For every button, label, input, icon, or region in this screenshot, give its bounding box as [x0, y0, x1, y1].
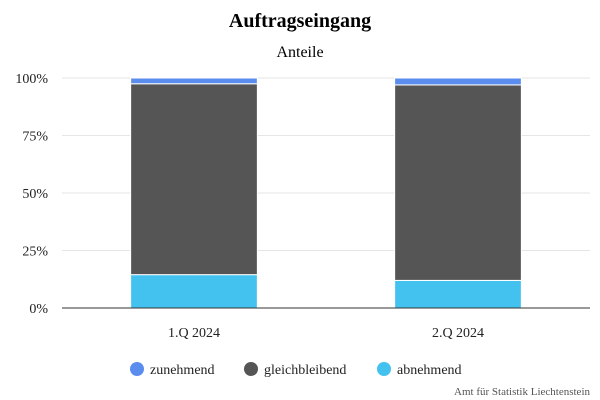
bar-segment-gleichbleibend: [394, 84, 522, 281]
bar-segment-abnehmend: [394, 279, 522, 309]
legend-label: zunehmend: [150, 363, 215, 378]
y-tick-label: 50%: [22, 187, 48, 202]
bar-segment-zunehmend: [130, 77, 258, 85]
legend-label: gleichbleibend: [264, 363, 346, 378]
legend-marker-zunehmend: [130, 362, 144, 376]
y-tick-label: 75%: [22, 130, 48, 145]
chart-title: Auftragseingang: [229, 10, 371, 32]
chart-subtitle: Anteile: [276, 44, 323, 61]
y-tick-label: 25%: [22, 245, 48, 260]
legend-label: abnehmend: [397, 363, 462, 378]
x-tick-label: 2.Q 2024: [432, 326, 484, 341]
bars: [130, 77, 522, 309]
chart-credit: Amt für Statistik Liechtenstein: [454, 386, 590, 398]
legend: zunehmend gleichbleibend abnehmend: [130, 362, 462, 378]
bar-segment-abnehmend: [130, 274, 258, 309]
bar-segment-zunehmend: [394, 77, 522, 86]
x-tick-label: 1.Q 2024: [168, 326, 220, 341]
x-axis-tick-labels: 1.Q 2024 2.Q 2024: [168, 326, 484, 341]
legend-marker-gleichbleibend: [244, 362, 258, 376]
legend-marker-abnehmend: [377, 362, 391, 376]
y-tick-label: 0%: [29, 302, 48, 317]
y-axis-tick-labels: 0% 25% 50% 75% 100%: [15, 72, 48, 317]
y-tick-label: 100%: [15, 72, 48, 87]
bar-segment-gleichbleibend: [130, 83, 258, 276]
